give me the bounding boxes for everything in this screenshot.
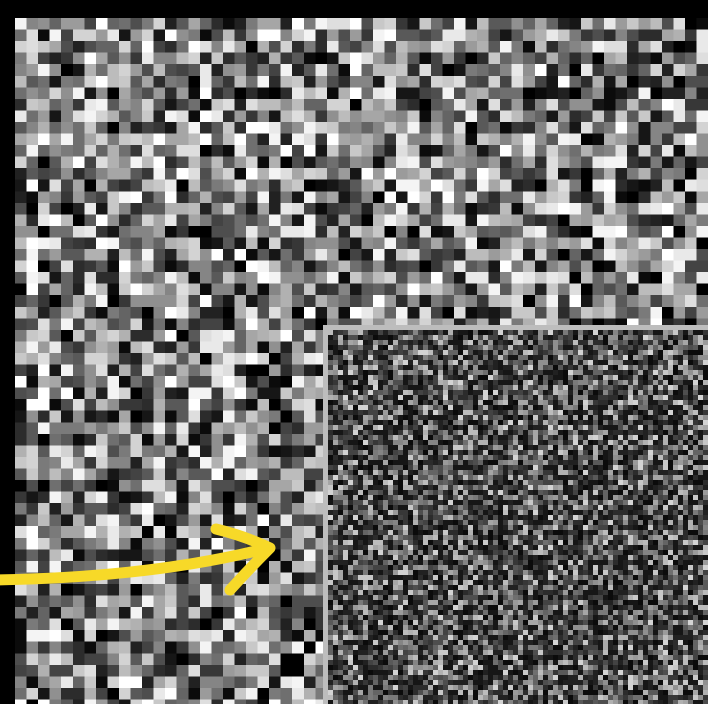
fine-noise	[328, 330, 708, 704]
scene	[0, 0, 708, 704]
page: {} (() => { const data = JSON.parse(docu…	[0, 0, 708, 704]
